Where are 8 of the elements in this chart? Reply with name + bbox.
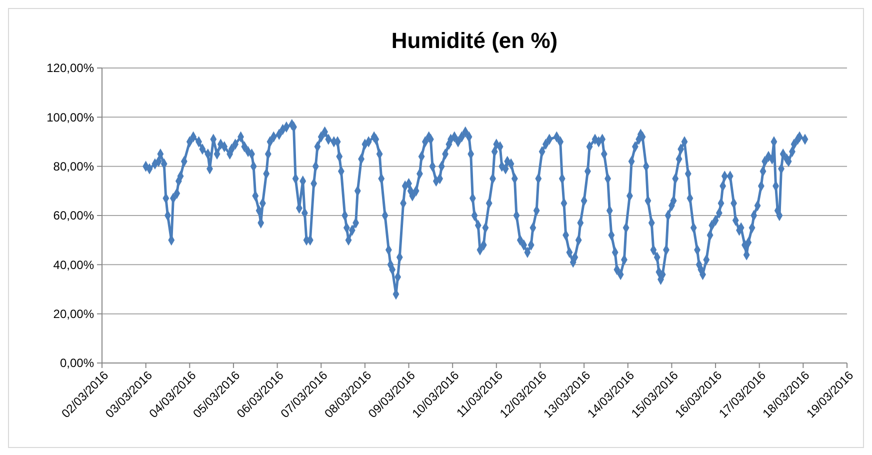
y-tick-label: 120,00% — [46, 61, 94, 76]
y-tick-label: 60,00% — [53, 208, 94, 223]
y-tick-label: 80,00% — [53, 160, 94, 174]
y-tick-label: 40,00% — [53, 258, 94, 272]
y-tick-label: 20,00% — [53, 307, 94, 322]
chart-title: Humidité (en %) — [391, 28, 558, 53]
y-tick-label: 0,00% — [60, 356, 94, 370]
y-tick-label: 100,00% — [46, 110, 94, 124]
